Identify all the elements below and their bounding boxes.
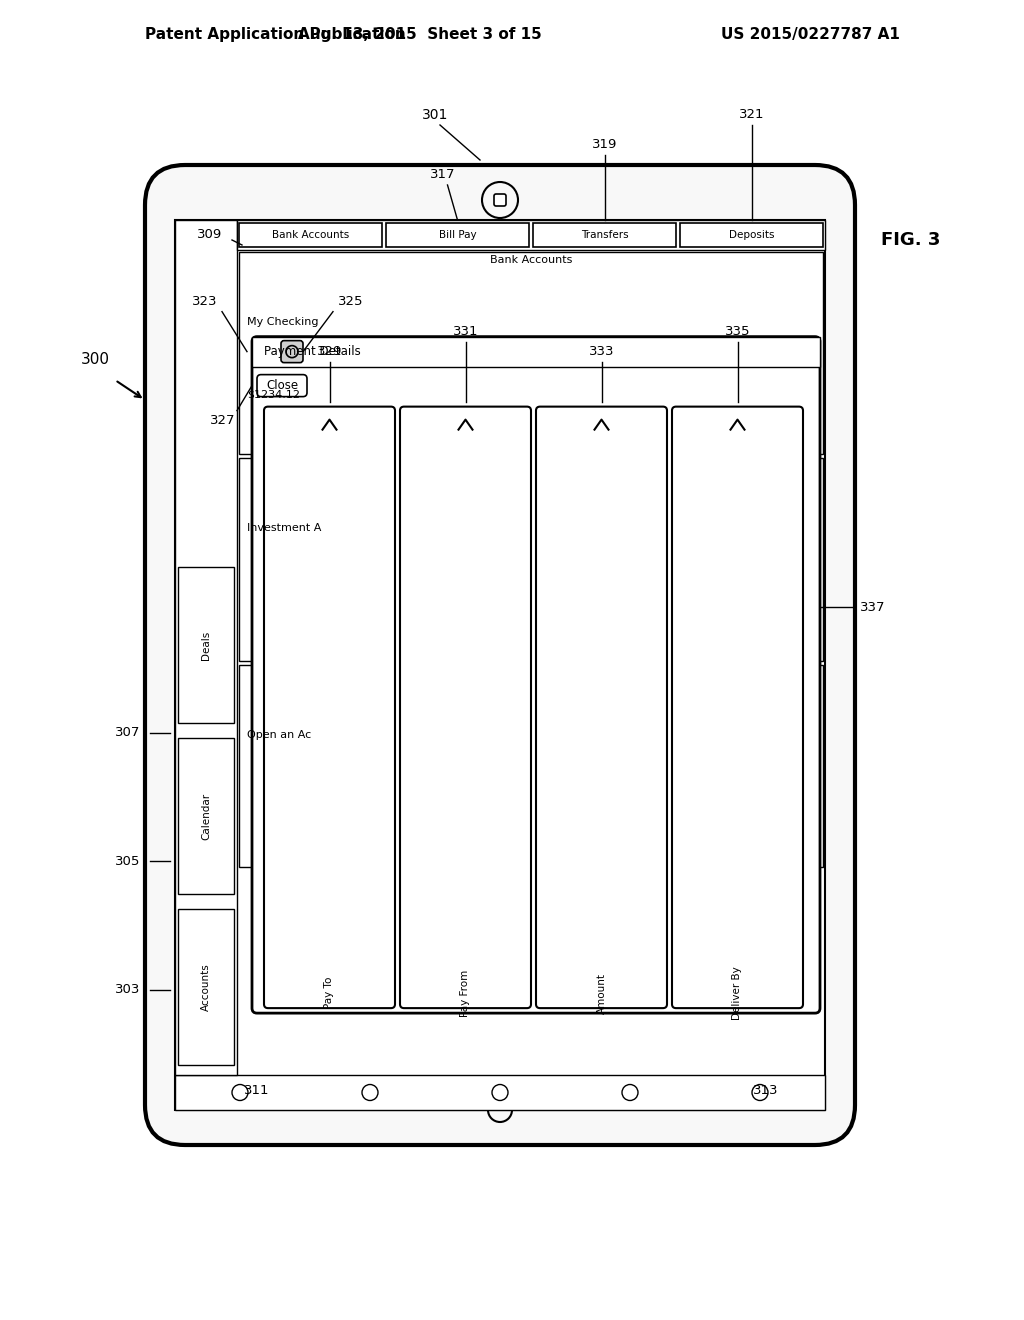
Bar (680, 223, 823, 247)
Text: 323: 323 (191, 296, 217, 308)
Text: Close: Close (266, 379, 298, 392)
FancyBboxPatch shape (257, 375, 307, 396)
Text: Pay To: Pay To (325, 977, 335, 1010)
Text: Payment Details: Payment Details (263, 345, 360, 358)
Bar (239, 664, 823, 867)
Bar (178, 738, 234, 894)
Text: 305: 305 (115, 855, 140, 867)
Text: 301: 301 (422, 108, 449, 121)
Text: Bank Accounts: Bank Accounts (272, 230, 349, 240)
Text: Aug. 13, 2015  Sheet 3 of 15: Aug. 13, 2015 Sheet 3 of 15 (298, 28, 542, 42)
Text: Bill Pay: Bill Pay (438, 230, 476, 240)
Text: 335: 335 (725, 325, 751, 338)
Text: 311: 311 (245, 1084, 269, 1097)
Text: 307: 307 (115, 726, 140, 739)
Bar (534, 223, 676, 247)
Text: 321: 321 (738, 108, 764, 121)
Text: $1234.12: $1234.12 (247, 389, 300, 400)
FancyBboxPatch shape (145, 165, 855, 1144)
Text: 333: 333 (589, 345, 614, 358)
Bar (252, 337, 820, 367)
Text: 325: 325 (338, 296, 364, 308)
Bar (239, 252, 823, 454)
Text: 319: 319 (592, 139, 617, 152)
FancyBboxPatch shape (281, 341, 303, 363)
FancyBboxPatch shape (264, 407, 395, 1008)
Bar (178, 909, 234, 1065)
Text: Pay From: Pay From (461, 969, 470, 1016)
Text: FIG. 3: FIG. 3 (881, 231, 940, 249)
Text: Deals: Deals (201, 631, 211, 660)
FancyBboxPatch shape (252, 337, 820, 1014)
FancyBboxPatch shape (536, 407, 667, 1008)
Text: Bank Accounts: Bank Accounts (489, 255, 572, 265)
Text: 309: 309 (197, 228, 222, 242)
Text: 337: 337 (860, 601, 886, 614)
Text: Patent Application Publication: Patent Application Publication (145, 28, 406, 42)
Text: My Checking: My Checking (247, 317, 318, 327)
Bar (239, 223, 382, 247)
Bar (175, 220, 825, 1110)
Text: 313: 313 (754, 1084, 779, 1097)
Bar (178, 568, 234, 723)
Bar (237, 220, 825, 249)
Text: Investment A: Investment A (247, 524, 322, 533)
Text: Deliver By: Deliver By (732, 966, 742, 1020)
Text: Calendar: Calendar (201, 792, 211, 840)
Text: US 2015/0227787 A1: US 2015/0227787 A1 (721, 28, 900, 42)
FancyBboxPatch shape (494, 194, 506, 206)
Text: 329: 329 (316, 345, 342, 358)
Text: 331: 331 (453, 325, 478, 338)
Bar (175, 1074, 825, 1110)
Text: Deposits: Deposits (729, 230, 774, 240)
Text: Amount: Amount (597, 973, 606, 1014)
Bar (239, 458, 823, 660)
FancyBboxPatch shape (672, 407, 803, 1008)
Text: 300: 300 (81, 352, 110, 367)
Text: 327: 327 (210, 414, 234, 428)
FancyBboxPatch shape (400, 407, 531, 1008)
Text: Open an Ac: Open an Ac (247, 730, 311, 739)
Bar (175, 220, 237, 1074)
Text: 317: 317 (430, 169, 456, 181)
Text: Accounts: Accounts (201, 964, 211, 1011)
Text: Transfers: Transfers (581, 230, 629, 240)
Text: 303: 303 (115, 983, 140, 997)
Bar (386, 223, 529, 247)
